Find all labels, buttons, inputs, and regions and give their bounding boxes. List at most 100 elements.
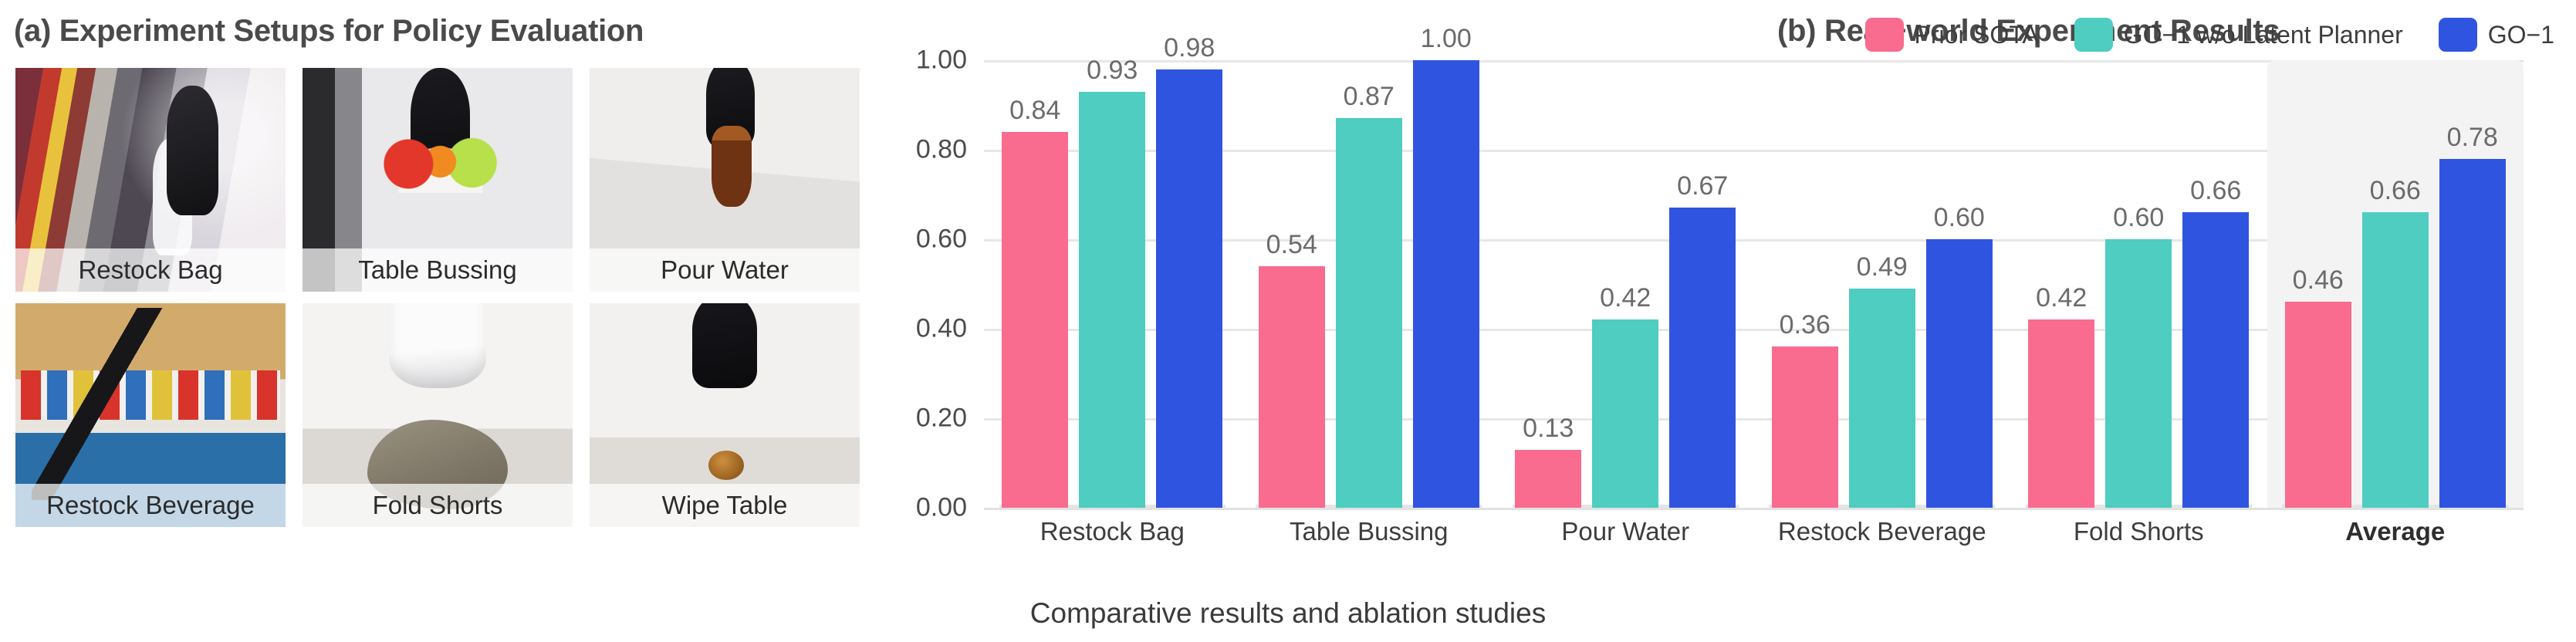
bar-value-label: 0.98 xyxy=(1164,32,1215,63)
setup-cell: Restock Bag xyxy=(15,68,286,292)
bar[interactable] xyxy=(1771,346,1838,508)
bar[interactable] xyxy=(1156,69,1223,508)
setup-caption: Pour Water xyxy=(590,248,860,292)
bar-column[interactable]: 0.36 xyxy=(1771,60,1838,508)
bar-value-label: 0.66 xyxy=(2369,176,2421,206)
bar-column[interactable]: 0.67 xyxy=(1669,60,1736,508)
bar-column[interactable]: 0.60 xyxy=(2105,60,2172,508)
results-chart-panel: (b) Real−world Experiment Results Prior … xyxy=(876,0,2576,642)
bar-column[interactable]: 0.60 xyxy=(1925,60,1993,508)
bar-value-label: 0.42 xyxy=(1600,283,1651,313)
gridline xyxy=(984,60,2524,63)
bar[interactable] xyxy=(1002,131,1069,508)
bar-column[interactable]: 0.93 xyxy=(1079,56,1146,508)
gridline xyxy=(984,150,2524,152)
bar-column[interactable]: 0.13 xyxy=(1515,60,1582,508)
bar-value-label: 1.00 xyxy=(1420,24,1472,53)
setup-caption: Restock Beverage xyxy=(15,484,286,527)
y-axis-tick-labels: 0.00 0.20 0.40 0.60 0.80 1.00 xyxy=(876,46,978,522)
bar[interactable] xyxy=(1515,449,1582,508)
bar-value-label: 0.42 xyxy=(2036,283,2088,313)
setup-cell: Pour Water xyxy=(590,68,860,292)
legend-item[interactable]: Prior SOTA xyxy=(1864,18,2039,52)
setup-cell: Table Bussing xyxy=(303,68,573,292)
x-axis-category-label: Table Bussing xyxy=(1290,517,1449,546)
bar-value-label: 0.46 xyxy=(2292,265,2344,296)
bar[interactable] xyxy=(1925,239,1993,508)
bar-value-label: 0.78 xyxy=(2446,122,2498,152)
legend-swatch-icon xyxy=(2438,18,2477,52)
bar[interactable] xyxy=(1412,60,1479,508)
bar-column[interactable]: 0.42 xyxy=(2028,60,2095,508)
bar[interactable] xyxy=(1669,208,1736,508)
figure-caption: Comparative results and ablation studies xyxy=(1029,597,1547,629)
bar-group: 0.54 0.87 1.00 Table Bussing xyxy=(1241,24,1498,546)
bar-value-label: 0.13 xyxy=(1523,413,1574,443)
bar-group: 0.36 0.49 0.60 Restock Beverage xyxy=(1754,60,2011,546)
bar-column[interactable]: 0.46 xyxy=(2284,60,2351,508)
bar[interactable] xyxy=(1848,288,1915,508)
setup-caption: Wipe Table xyxy=(590,484,860,527)
bar-groups: 0.84 0.93 0.98 Restock Bag 0.54 0.87 1.00 Table… xyxy=(984,24,2524,546)
setup-cell: Fold Shorts xyxy=(303,303,573,527)
x-axis-category-label: Restock Bag xyxy=(1040,517,1185,546)
bar-value-label: 0.60 xyxy=(2113,203,2165,232)
bar-value-label: 0.67 xyxy=(1677,171,1729,201)
bar[interactable] xyxy=(2361,212,2429,508)
experiment-setups-panel: (a) Experiment Setups for Policy Evaluat… xyxy=(0,0,876,642)
bar[interactable] xyxy=(2028,319,2095,508)
bar-column[interactable]: 0.98 xyxy=(1156,33,1223,508)
y-axis-tick-label: 0.60 xyxy=(915,224,967,254)
chart-legend: Prior SOTA GO−1 w/o Latent Planner GO−1 xyxy=(1830,17,2554,52)
bar[interactable] xyxy=(2105,239,2172,508)
y-axis-tick-label: 0.20 xyxy=(915,403,967,433)
legend-item[interactable]: GO−1 xyxy=(2438,18,2554,52)
bar-column[interactable]: 0.84 xyxy=(1002,60,1069,508)
bar-column[interactable]: 0.42 xyxy=(1592,60,1659,508)
bar[interactable] xyxy=(1079,91,1146,508)
gridline xyxy=(984,329,2524,331)
setup-cell: Wipe Table xyxy=(590,303,860,527)
legend-item[interactable]: GO−1 w/o Latent Planner xyxy=(2074,18,2403,52)
y-axis-tick-label: 0.80 xyxy=(915,134,967,164)
gridline xyxy=(984,508,2524,510)
setup-caption: Table Bussing xyxy=(303,248,573,292)
gridline xyxy=(984,418,2524,421)
bar-group: 0.13 0.42 0.67 Pour Water xyxy=(1497,60,1754,546)
bar-column[interactable]: 0.49 xyxy=(1848,60,1915,508)
bar-column[interactable]: 0.54 xyxy=(1258,60,1325,508)
bar[interactable] xyxy=(1592,319,1659,508)
x-axis-category-label: Restock Beverage xyxy=(1777,517,1986,546)
legend-label: Prior SOTA xyxy=(1914,20,2039,49)
bar-value-label: 0.49 xyxy=(1856,252,1908,282)
bar-value-label: 0.93 xyxy=(1087,55,1138,85)
bar-value-label: 0.87 xyxy=(1343,82,1394,112)
gridline xyxy=(984,239,2524,242)
setup-image-grid: Restock Bag Table Bussing Pour Water Restoc… xyxy=(15,68,864,539)
bar-column[interactable]: 0.66 xyxy=(2182,60,2250,508)
legend-label: GO−1 w/o Latent Planner xyxy=(2123,20,2403,49)
bar-value-label: 0.60 xyxy=(1933,203,1985,232)
x-axis-category-label: Fold Shorts xyxy=(2073,517,2204,546)
bar[interactable] xyxy=(1258,265,1325,508)
legend-swatch-icon xyxy=(2074,18,2113,52)
setup-cell: Restock Beverage xyxy=(15,303,286,527)
panel-b-title: (b) Real−world Experiment Results xyxy=(1777,14,2280,48)
bar[interactable] xyxy=(1335,118,1402,508)
bar-value-label: 0.36 xyxy=(1779,310,1831,340)
bar-column[interactable]: 1.00 xyxy=(1412,24,1479,508)
x-axis-category-label: Average xyxy=(2345,517,2446,546)
panel-a-title: (a) Experiment Setups for Policy Evaluat… xyxy=(14,14,644,48)
bar-group: 0.42 0.60 0.66 Fold Shorts xyxy=(2010,60,2267,546)
bar-group: 0.46 0.66 0.78 Average xyxy=(2267,60,2524,546)
bar-column[interactable]: 0.66 xyxy=(2361,60,2429,508)
bar[interactable] xyxy=(2284,302,2351,508)
legend-label: GO−1 xyxy=(2487,20,2554,49)
chart-plot-area: 0.84 0.93 0.98 Restock Bag 0.54 0.87 1.00 Table… xyxy=(984,24,2524,546)
bar-column[interactable]: 0.87 xyxy=(1335,60,1402,508)
bar[interactable] xyxy=(2182,212,2250,508)
bar-column[interactable]: 0.78 xyxy=(2439,60,2506,508)
bar-value-label: 0.66 xyxy=(2190,176,2242,206)
bar[interactable] xyxy=(2439,158,2506,508)
